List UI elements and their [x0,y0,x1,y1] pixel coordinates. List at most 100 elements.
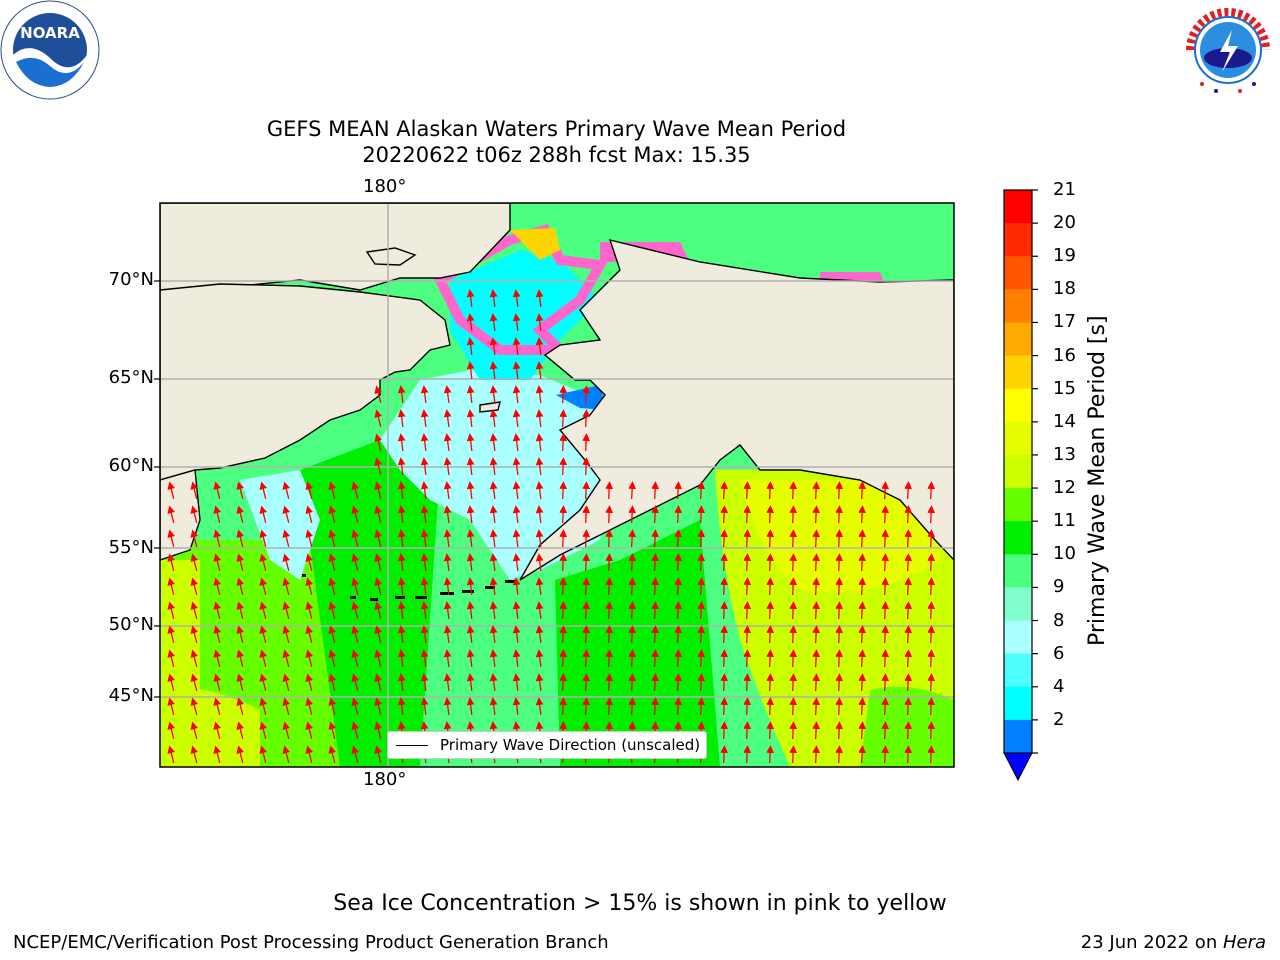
wave-direction-arrow [489,649,498,668]
wave-direction-arrow [397,433,406,452]
wave-direction-arrow [512,457,521,476]
wave-direction-arrow [697,697,706,716]
wave-direction-arrow [512,625,521,644]
wave-direction-arrow [812,745,821,764]
wave-direction-arrow [559,481,568,500]
wave-direction-arrow [628,625,637,644]
wave-direction-arrow [743,577,752,596]
wave-direction-arrow [697,673,706,692]
wave-direction-arrow [559,433,568,452]
colorbar-segment [1004,223,1032,257]
footer-host: Hera [1222,932,1266,953]
wave-direction-arrow [789,529,798,548]
wave-direction-arrow [766,529,775,548]
wave-direction-arrow [927,529,936,548]
wave-direction-arrow [489,529,498,548]
wave-direction-arrow [697,553,706,572]
wave-direction-arrow [720,673,729,692]
wave-direction-arrow [858,577,867,596]
wave-direction-arrow [927,721,936,740]
wave-direction-arrow [835,529,844,548]
wave-direction-arrow [674,601,683,620]
wave-direction-arrow [489,361,498,380]
wave-direction-arrow [697,505,706,524]
wave-direction-arrow [582,673,591,692]
colorbar-tick-label: 20 [1053,212,1076,234]
wave-direction-arrow [328,745,337,763]
wave-direction-arrow [535,649,544,668]
legend-line-swatch [396,744,428,746]
wave-direction-arrow [535,457,544,476]
wave-direction-arrow [858,601,867,620]
wave-direction-arrow [881,481,890,500]
wave-direction-arrow [720,649,729,668]
wave-direction-arrow [420,601,429,620]
wave-direction-arrow [397,697,406,716]
wave-direction-arrow [812,673,821,692]
wave-direction-arrow [489,385,498,404]
wave-direction-arrow [512,601,521,620]
wave-direction-arrow [167,745,176,763]
wave-direction-arrow [259,505,268,523]
axis-ticks [154,280,160,698]
colorbar-tick-label: 4 [1053,675,1065,697]
wave-direction-arrow [927,649,936,668]
wave-direction-arrow [812,697,821,716]
wave-direction-arrow [489,697,498,716]
wave-direction-arrow [697,481,706,500]
sea-ice-note: Sea Ice Concentration > 15% is shown in … [333,891,947,916]
wave-direction-arrow [466,481,475,500]
wave-direction-arrow [213,553,222,571]
wave-direction-arrow [466,673,475,692]
wave-direction-arrow [213,721,222,739]
wave-direction-arrow [835,505,844,524]
colorbar-segment [1004,521,1032,555]
wave-direction-arrow [766,553,775,572]
colorbar-tick-label: 18 [1053,278,1076,300]
wave-direction-arrow [328,601,337,619]
wave-direction-arrow [374,553,383,571]
wave-direction-arrow [374,673,383,691]
wave-direction-arrow [835,481,844,500]
wave-direction-arrow [535,697,544,716]
wave-direction-arrow [881,697,890,716]
wave-direction-arrow [443,625,452,644]
wave-direction-arrow [766,649,775,668]
wave-direction-arrow [305,649,314,667]
wave-direction-arrow [443,529,452,548]
wave-direction-arrow [927,745,936,764]
wave-direction-arrow [489,409,498,428]
wave-direction-arrow [582,577,591,596]
wave-direction-arrow [443,553,452,572]
wave-direction-arrow [374,577,383,595]
wave-direction-arrow [489,313,498,332]
wave-direction-arrow [835,553,844,572]
wave-direction-arrow [904,745,913,764]
colorbar-segment [1004,454,1032,489]
noaa-logo-name: NOARA [20,24,80,42]
wave-period-field-norton-sound [556,385,606,410]
wave-direction-arrow [835,721,844,740]
wave-direction-arrow [282,577,291,595]
wave-direction-arrow [743,697,752,716]
wave-direction-arrow [190,553,199,571]
wave-direction-arrow [674,577,683,596]
wave-direction-arrow [282,625,291,643]
wave-direction-arrow [835,601,844,620]
wave-direction-arrow [766,721,775,740]
wave-direction-arrow [927,481,936,500]
wave-direction-arrow [743,673,752,692]
wave-direction-arrow [674,697,683,716]
wave-direction-arrow [397,457,406,476]
wave-direction-arrow [535,313,544,332]
wave-direction-arrow [582,697,591,716]
wave-direction-arrow [282,529,291,547]
wave-direction-arrow [236,553,245,571]
wave-direction-arrow [374,505,383,523]
wave-direction-arrow [582,385,591,404]
wave-direction-arrow [236,505,245,523]
wave-direction-arrow [466,697,475,716]
wave-direction-arrow [236,601,245,619]
wave-direction-arrow [812,721,821,740]
